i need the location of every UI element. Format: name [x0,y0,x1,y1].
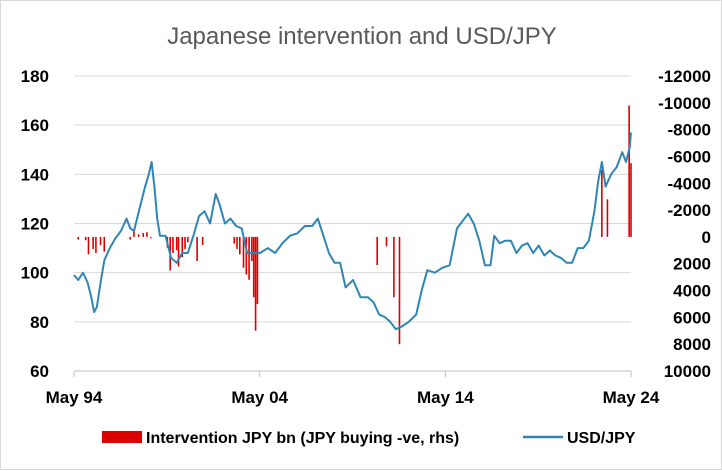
intervention-bars [77,105,632,345]
intervention-bar [248,236,250,280]
y-right-tick-label: 8000 [673,335,711,354]
y-left-tick-label: 160 [21,116,49,135]
intervention-bar [393,236,395,298]
x-tick-label: May 04 [231,388,288,407]
legend-label-usdjpy: USD/JPY [567,430,636,447]
intervention-bar [256,236,259,304]
intervention-bar [245,236,248,275]
y-right-tick-label: 2000 [673,255,711,274]
intervention-bar [146,232,148,237]
intervention-bar [103,236,106,252]
intervention-bar [201,236,204,245]
intervention-bar [398,236,401,345]
y-left-tick-label: 80 [30,313,49,332]
y-left-tick-label: 140 [21,165,49,184]
intervention-bar [251,236,253,262]
gridlines [74,75,631,372]
y-right-tick-label: -10000 [658,94,711,113]
intervention-bar [137,234,140,237]
legend-swatch-intervention [102,431,142,443]
y-left-tick-label: 180 [21,67,49,86]
usdjpy-line-group [73,132,632,331]
intervention-bar [149,236,152,239]
intervention-bar [177,236,180,267]
intervention-bar [242,236,245,268]
y-right-tick-label: -4000 [668,174,711,193]
intervention-bar [92,236,94,249]
intervention-bar [252,236,255,298]
legend: Intervention JPY bn (JPY buying -ve, rhs… [102,430,636,447]
x-tick-label: May 94 [46,388,103,407]
chart-title: Japanese intervention and USD/JPY [167,23,557,50]
intervention-bar [628,105,630,237]
intervention-bar [142,232,145,237]
y-left-tick-label: 60 [30,362,49,381]
intervention-bar [77,236,80,240]
y-right-tick-label: -6000 [668,147,711,166]
intervention-bar [175,236,178,251]
y-right-tick-label: -8000 [668,121,711,140]
intervention-bar [385,236,388,247]
intervention-bar [99,236,102,245]
axes: 60 80 100 120 140 160 180 10000 8000 6000 4000 2000… [21,67,711,407]
intervention-bar [254,236,257,331]
y-right-tick-label: 6000 [673,308,711,327]
intervention-bar [630,163,632,237]
y-right-tick-label: 10000 [664,362,711,381]
intervention-bar [181,236,184,258]
y-right-tick-label: -12000 [658,67,711,86]
y-right-tick-label: 4000 [673,282,711,301]
x-tick-label: May 14 [417,388,474,407]
intervention-bar [95,236,97,253]
intervention-bar [239,236,241,255]
y-right-tick-label: 0 [702,228,711,247]
y-right-tick-label: -2000 [668,201,711,220]
intervention-bar [236,236,238,249]
intervention-bar [172,236,174,253]
y-left-tick-label: 120 [21,215,49,234]
intervention-bar [184,236,186,249]
intervention-bar [133,231,135,237]
intervention-bar [87,236,90,255]
intervention-bar [196,236,198,262]
intervention-bar [233,236,236,244]
intervention-bar [606,199,609,237]
intervention-bar [129,236,132,240]
y-left-tick-label: 100 [21,264,49,283]
intervention-bar [376,236,378,266]
usdjpy-line [73,132,632,331]
intervention-bar [187,236,189,243]
intervention-bar [601,169,603,237]
legend-label-intervention: Intervention JPY bn (JPY buying -ve, rhs… [146,430,459,447]
intervention-bar [84,236,87,241]
x-tick-label: May 24 [603,388,660,407]
